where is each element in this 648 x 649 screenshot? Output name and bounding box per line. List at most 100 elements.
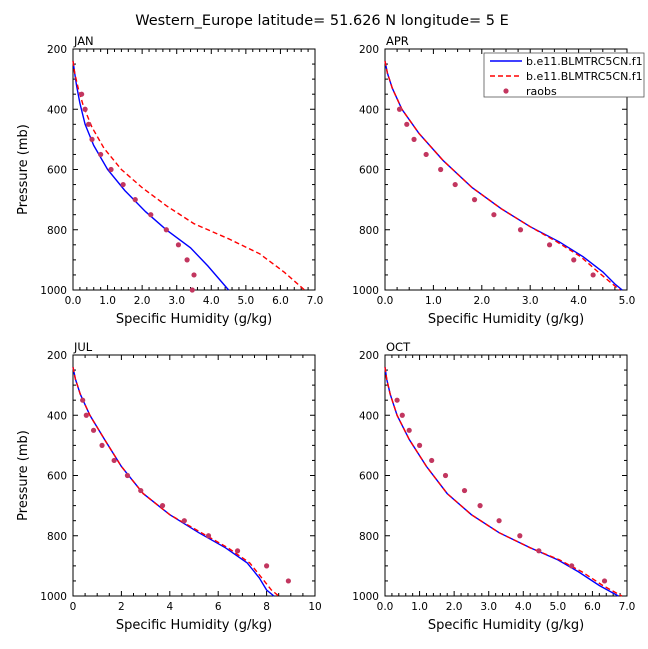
raobs-point [148, 212, 154, 218]
raobs-point [159, 503, 166, 509]
legend-label: b.e11.BLMTRC5CN.f1 [526, 70, 643, 83]
raobs-point [79, 91, 85, 97]
y-tick-label: 200 [359, 350, 379, 362]
raobs-point [404, 121, 410, 127]
model-dashed-line [72, 366, 280, 597]
x-tick-label: 5.0 [550, 601, 567, 613]
raobs-point [285, 578, 291, 584]
raobs-point [590, 272, 596, 278]
raobs-point [132, 197, 138, 203]
model-dashed-line [384, 367, 623, 597]
x-tick-label: 3.0 [480, 601, 497, 613]
figure-title: Western_Europe latitude= 51.626 N longit… [135, 13, 509, 29]
raobs-point [546, 242, 553, 248]
y-tick-label: 400 [47, 410, 67, 422]
x-tick-label: 6.0 [272, 295, 289, 307]
x-tick-label: 7.0 [307, 295, 324, 307]
panel-label: JAN [73, 34, 94, 48]
x-tick-label: 6 [215, 601, 222, 613]
y-tick-label: 400 [359, 104, 379, 116]
x-tick-label: 7.0 [619, 601, 636, 613]
y-tick-label: 400 [47, 104, 67, 116]
y-axis-label: Pressure (mb) [16, 124, 31, 215]
x-tick-label: 4.0 [203, 295, 220, 307]
raobs-point [569, 563, 575, 569]
raobs-point [138, 487, 144, 494]
raobs-point [517, 533, 523, 539]
model-dashed-line [384, 60, 621, 291]
y-tick-label: 600 [47, 165, 67, 177]
x-tick-label: 1.0 [411, 601, 428, 613]
panel-label: APR [386, 34, 409, 48]
raobs-point [394, 397, 400, 403]
y-tick-label: 1000 [40, 285, 67, 297]
x-tick-label: 6.0 [584, 601, 601, 613]
raobs-point [517, 227, 524, 233]
legend-marker [503, 88, 509, 94]
raobs-point [477, 503, 483, 509]
raobs-point [461, 487, 468, 494]
raobs-point [234, 548, 241, 554]
raobs-point [184, 257, 190, 263]
x-tick-label: 5.0 [619, 295, 636, 307]
raobs-point [124, 472, 131, 479]
raobs-point [399, 412, 405, 418]
x-tick-label: 1.0 [99, 295, 116, 307]
x-tick-label: 2.0 [134, 295, 151, 307]
raobs-point [181, 518, 187, 524]
y-tick-label: 800 [47, 225, 67, 237]
y-tick-label: 600 [47, 471, 67, 483]
raobs-point [406, 427, 412, 433]
y-tick-label: 1000 [352, 285, 379, 297]
raobs-point [90, 427, 97, 433]
model-dashed-line [72, 60, 306, 291]
raobs-point [85, 121, 92, 127]
raobs-point [429, 457, 435, 464]
y-tick-label: 200 [359, 44, 379, 56]
raobs-point [89, 136, 95, 142]
x-tick-label: 0.0 [65, 295, 82, 307]
raobs-point [99, 442, 105, 448]
raobs-point [82, 106, 88, 112]
raobs-point [80, 397, 86, 403]
y-tick-label: 600 [359, 165, 379, 177]
x-tick-label: 3.0 [522, 295, 539, 307]
y-tick-label: 400 [359, 410, 379, 422]
x-tick-label: 5.0 [238, 295, 255, 307]
panel-oct: 0.0 1.0 2.0 3.0 4.0 5.0 6.0 7.0 200 400 600 800 1000… [352, 340, 635, 633]
panel-apr: 0.0 1.0 2.0 3.0 4.0 5.0 200 400 600 800 1000 APR Spe… [352, 34, 635, 327]
raobs-point [496, 518, 502, 524]
x-axis-label: Specific Humidity (g/kg) [116, 312, 272, 327]
legend-label: b.e11.BLMTRC5CN.f1 [526, 55, 643, 68]
plot-frame [72, 354, 316, 597]
x-tick-label: 3.0 [168, 295, 185, 307]
x-tick-label: 10 [308, 601, 321, 613]
panel-jul: 0 2 4 6 8 10 200 400 600 800 1000 JUL Specific Humid… [16, 340, 322, 633]
y-tick-label: 800 [359, 531, 379, 543]
x-tick-label: 8 [263, 601, 270, 613]
raobs-point [601, 578, 608, 584]
raobs-point [452, 181, 458, 188]
raobs-point [111, 457, 117, 464]
panel-label: OCT [386, 340, 411, 354]
raobs-point [205, 533, 212, 539]
legend: b.e11.BLMTRC5CN.f1 b.e11.BLMTRC5CN.f1 raob… [483, 52, 645, 98]
model-solid-line [72, 60, 230, 291]
y-tick-label: 800 [359, 225, 379, 237]
panel-label: JUL [73, 340, 93, 354]
raobs-point [536, 548, 542, 554]
x-tick-label: 0.0 [377, 295, 394, 307]
x-axis-label: Specific Humidity (g/kg) [428, 618, 584, 633]
legend-label: raobs [526, 85, 557, 98]
raobs-point [108, 166, 114, 173]
x-tick-label: 2 [118, 601, 125, 613]
raobs-point [191, 272, 197, 278]
x-tick-label: 4.0 [570, 295, 587, 307]
x-tick-label: 0.0 [377, 601, 394, 613]
x-tick-label: 2.0 [446, 601, 463, 613]
x-tick-label: 4.0 [515, 601, 532, 613]
raobs-point [98, 151, 104, 158]
raobs-point [264, 563, 270, 569]
raobs-point [438, 166, 444, 173]
